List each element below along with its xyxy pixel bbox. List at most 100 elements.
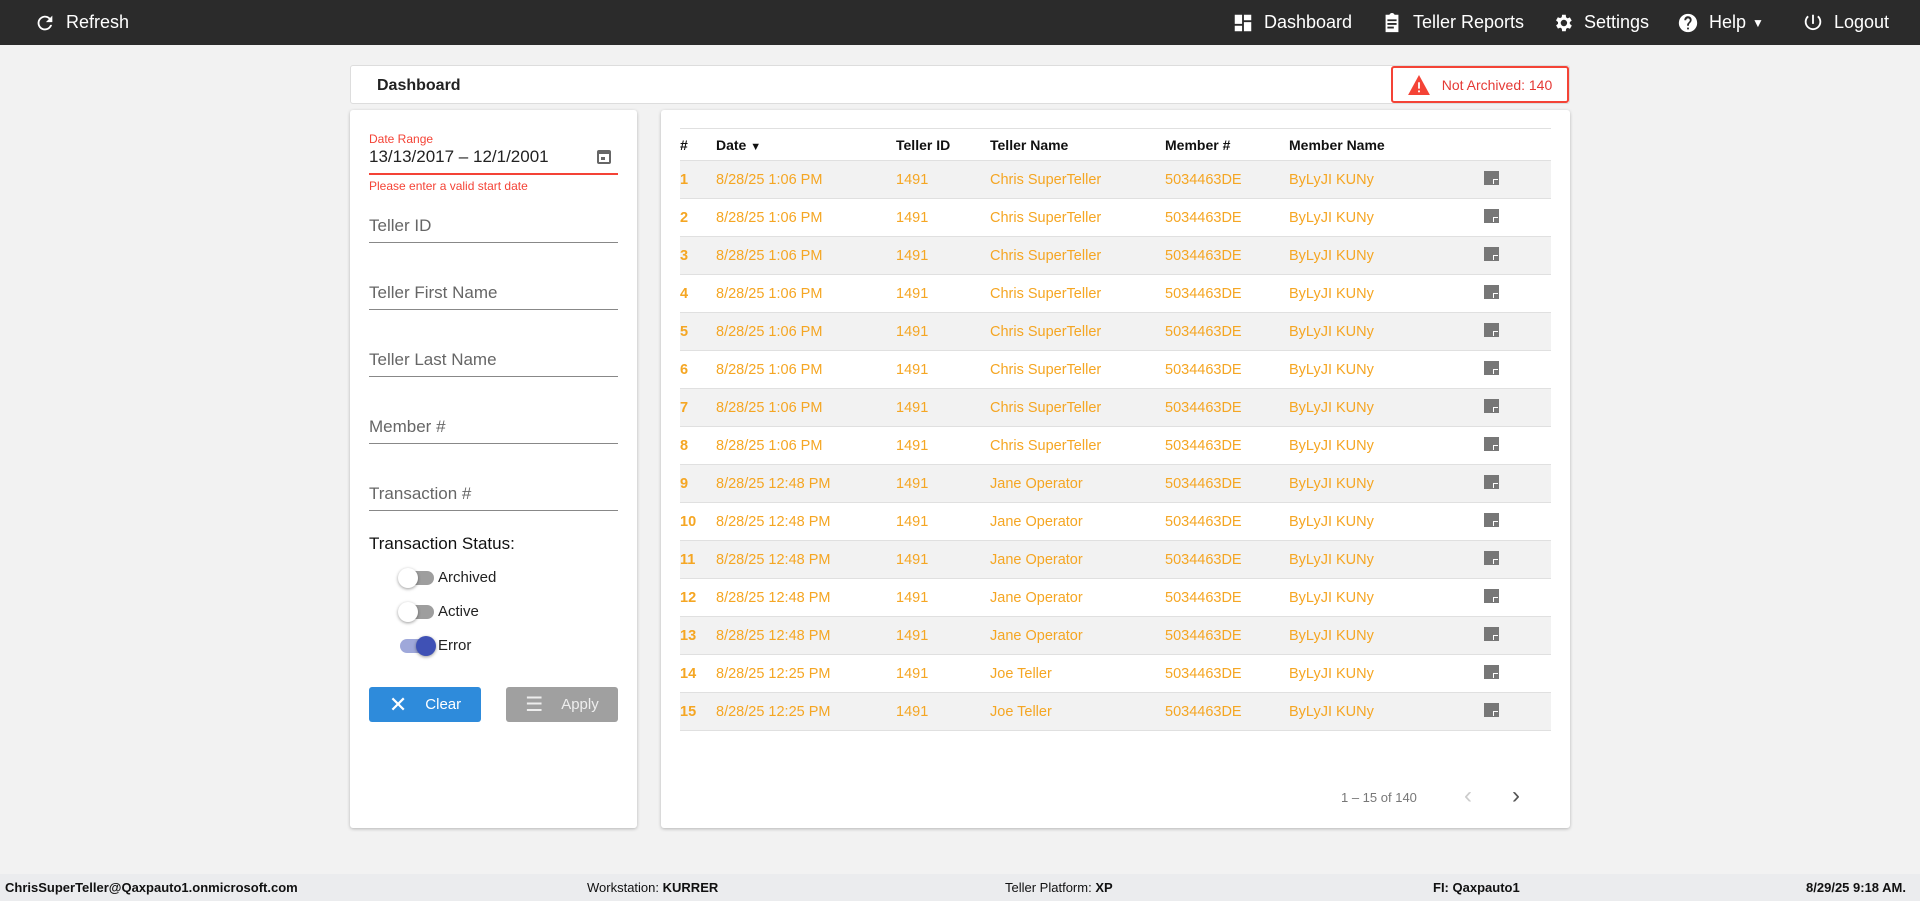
cell-row-number: 13 [680, 616, 716, 655]
toggle-track[interactable] [398, 567, 434, 588]
teller-last-name-input[interactable]: Teller Last Name [369, 350, 618, 377]
cell-date: 8/28/25 12:25 PM [716, 654, 896, 693]
note-icon[interactable] [1484, 588, 1499, 603]
table-row[interactable]: 10 8/28/25 12:48 PM 1491 Jane Operator 50344… [680, 502, 1551, 541]
clear-button[interactable]: ✕ Clear [369, 687, 481, 722]
note-icon[interactable] [1484, 246, 1499, 261]
nav-settings[interactable]: Settings [1552, 0, 1649, 45]
power-icon [1804, 14, 1822, 30]
toggle-knob[interactable] [416, 635, 436, 656]
table-row[interactable]: 15 8/28/25 12:25 PM 1491 Joe Teller 5034463D… [680, 692, 1551, 731]
note-icon[interactable] [1484, 360, 1499, 375]
transactions-panel: # Date ▼ Teller ID Teller Name Member # … [661, 110, 1570, 828]
cell-member-name: ByLyJI KUNy [1289, 502, 1484, 541]
toggle-archived[interactable]: Archived [398, 567, 496, 588]
calendar-icon[interactable] [597, 150, 611, 164]
note-icon[interactable] [1484, 322, 1499, 337]
cell-row-number: 3 [680, 236, 716, 275]
date-range-underline [369, 173, 618, 175]
note-icon[interactable] [1484, 170, 1499, 185]
refresh-button[interactable]: Refresh [34, 0, 129, 45]
note-icon[interactable] [1484, 474, 1499, 489]
workstation-value: KURRER [662, 880, 719, 895]
cell-date: 8/28/25 1:06 PM [716, 198, 896, 237]
next-page-button[interactable]: › [1512, 782, 1520, 809]
cell-member-number: 5034463DE [1165, 426, 1289, 465]
toggle-active[interactable]: Active [398, 601, 479, 622]
note-icon[interactable] [1484, 512, 1499, 527]
cell-row-number: 10 [680, 502, 716, 541]
cell-teller-name: Joe Teller [990, 692, 1165, 731]
note-icon[interactable] [1484, 626, 1499, 641]
note-icon[interactable] [1484, 664, 1499, 679]
table-row[interactable]: 8 8/28/25 1:06 PM 1491 Chris SuperTeller 503… [680, 426, 1551, 465]
nav-logout[interactable]: Logout [1802, 0, 1889, 45]
table-row[interactable]: 14 8/28/25 12:25 PM 1491 Joe Teller 5034463D… [680, 654, 1551, 693]
toggle-knob[interactable] [398, 601, 418, 622]
cell-teller-name: Jane Operator [990, 464, 1165, 503]
toggle-error[interactable]: Error [398, 635, 471, 656]
not-archived-badge[interactable]: Not Archived: 140 [1391, 66, 1569, 103]
note-icon[interactable] [1484, 208, 1499, 223]
date-range-input[interactable]: 13/13/2017 – 12/1/2001 [369, 147, 549, 166]
nav-help[interactable]: Help ▼ [1677, 0, 1764, 45]
cell-teller-name: Chris SuperTeller [990, 426, 1165, 465]
nav-dashboard[interactable]: Dashboard [1232, 0, 1352, 45]
table-row[interactable]: 4 8/28/25 1:06 PM 1491 Chris SuperTeller 503… [680, 274, 1551, 313]
toggle-track[interactable] [400, 635, 436, 656]
table-row[interactable]: 2 8/28/25 1:06 PM 1491 Chris SuperTeller 503… [680, 198, 1551, 237]
cell-row-number: 14 [680, 654, 716, 693]
cell-date: 8/28/25 1:06 PM [716, 312, 896, 351]
cell-member-number: 5034463DE [1165, 198, 1289, 237]
col-header-date[interactable]: Date ▼ [716, 128, 896, 161]
table-row[interactable]: 9 8/28/25 12:48 PM 1491 Jane Operator 503446… [680, 464, 1551, 503]
prev-page-button[interactable]: ‹ [1464, 782, 1472, 809]
teller-id-input[interactable]: Teller ID [369, 216, 618, 243]
cell-teller-id: 1491 [896, 578, 990, 617]
table-row[interactable]: 13 8/28/25 12:48 PM 1491 Jane Operator 50344… [680, 616, 1551, 655]
refresh-label: Refresh [66, 12, 130, 32]
table-row[interactable]: 3 8/28/25 1:06 PM 1491 Chris SuperTeller 503… [680, 236, 1551, 275]
note-icon[interactable] [1484, 702, 1499, 717]
cell-member-number: 5034463DE [1165, 578, 1289, 617]
sort-desc-icon: ▼ [750, 140, 762, 153]
col-header-teller-name: Teller Name [990, 128, 1165, 161]
nav-teller-reports[interactable]: Teller Reports [1381, 0, 1524, 45]
col-header-number: # [680, 128, 716, 161]
cell-teller-name: Jane Operator [990, 540, 1165, 579]
cell-teller-id: 1491 [896, 198, 990, 237]
table-row[interactable]: 6 8/28/25 1:06 PM 1491 Chris SuperTeller 503… [680, 350, 1551, 389]
table-row[interactable]: 5 8/28/25 1:06 PM 1491 Chris SuperTeller 503… [680, 312, 1551, 351]
toggle-label: Active [438, 603, 479, 620]
note-icon[interactable] [1484, 550, 1499, 565]
cell-member-number: 5034463DE [1165, 540, 1289, 579]
member-number-input[interactable]: Member # [369, 417, 618, 444]
top-nav: Refresh Dashboard Teller Reports Setting… [0, 0, 1920, 45]
cell-row-number: 15 [680, 692, 716, 731]
cell-teller-id: 1491 [896, 692, 990, 731]
table-row[interactable]: 11 8/28/25 12:48 PM 1491 Jane Operator 50344… [680, 540, 1551, 579]
cell-teller-name: Chris SuperTeller [990, 160, 1165, 199]
cell-actions [1484, 540, 1551, 579]
note-icon[interactable] [1484, 284, 1499, 299]
pagination-range: 1 – 15 of 140 [1341, 790, 1417, 805]
nav-logout-label: Logout [1834, 12, 1890, 32]
cell-date: 8/28/25 1:06 PM [716, 388, 896, 427]
col-header-date-label: Date [716, 136, 747, 153]
note-icon[interactable] [1484, 436, 1499, 451]
nav-dashboard-label: Dashboard [1264, 12, 1353, 32]
table-row[interactable]: 1 8/28/25 1:06 PM 1491 Chris SuperTeller 503… [680, 160, 1551, 199]
nav-settings-label: Settings [1584, 12, 1650, 32]
cell-teller-id: 1491 [896, 464, 990, 503]
note-icon[interactable] [1484, 398, 1499, 413]
table-row[interactable]: 7 8/28/25 1:06 PM 1491 Chris SuperTeller 503… [680, 388, 1551, 427]
cell-member-number: 5034463DE [1165, 616, 1289, 655]
toggle-knob[interactable] [398, 567, 418, 588]
cell-teller-id: 1491 [896, 350, 990, 389]
teller-first-name-input[interactable]: Teller First Name [369, 283, 618, 310]
table-row[interactable]: 12 8/28/25 12:48 PM 1491 Jane Operator 50344… [680, 578, 1551, 617]
apply-button[interactable]: ☰ Apply [506, 687, 618, 722]
toggle-track[interactable] [398, 601, 434, 622]
not-archived-count: Not Archived: 140 [1441, 76, 1553, 93]
transaction-number-input[interactable]: Transaction # [369, 484, 618, 511]
